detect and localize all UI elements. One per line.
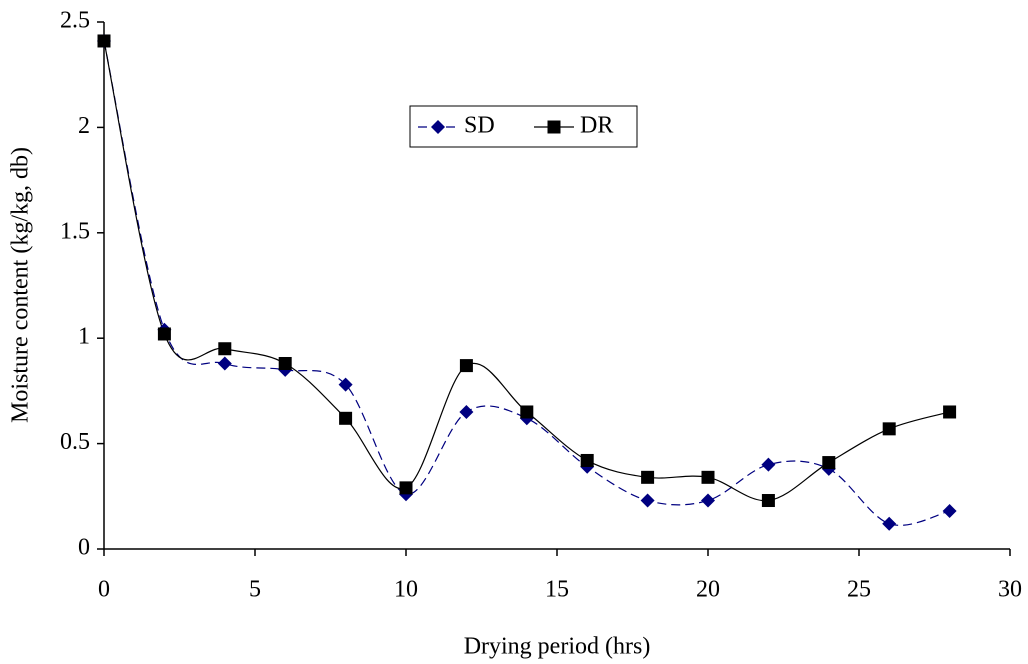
marker xyxy=(459,404,474,419)
y-tick-label: 2 xyxy=(78,113,90,139)
x-tick-label: 30 xyxy=(998,577,1022,603)
x-tick-label: 5 xyxy=(249,577,261,603)
marker xyxy=(399,481,413,495)
marker xyxy=(157,327,171,341)
marker xyxy=(701,493,715,508)
marker xyxy=(97,34,111,48)
y-tick-label: 1 xyxy=(78,324,90,350)
x-tick-label: 0 xyxy=(98,577,110,603)
series-line xyxy=(103,40,950,526)
marker xyxy=(520,405,534,419)
x-tick-label: 25 xyxy=(847,577,871,603)
marker xyxy=(882,422,896,436)
marker xyxy=(942,504,957,519)
marker xyxy=(822,456,836,470)
marker xyxy=(580,453,594,467)
marker xyxy=(761,494,775,508)
legend-marker xyxy=(431,120,445,134)
y-tick-label: 0.5 xyxy=(60,429,90,455)
y-tick-label: 2.5 xyxy=(60,8,90,34)
x-tick-label: 10 xyxy=(394,577,418,603)
x-tick-label: 15 xyxy=(545,577,569,603)
y-axis-label: Moisture content (kg/kg, db) xyxy=(8,147,34,423)
marker xyxy=(761,457,776,472)
marker xyxy=(943,405,957,419)
legend-label: SD xyxy=(464,113,495,139)
marker xyxy=(339,411,353,425)
y-tick-label: 1.5 xyxy=(60,218,90,244)
y-tick-label: 0 xyxy=(78,535,90,561)
legend-marker xyxy=(547,120,561,134)
marker xyxy=(278,356,292,370)
legend: SD DR xyxy=(409,105,638,148)
legend-label: DR xyxy=(580,113,613,139)
marker xyxy=(701,470,715,484)
marker xyxy=(882,516,897,531)
marker xyxy=(641,470,655,484)
marker xyxy=(459,359,473,373)
x-axis-label: Drying period (hrs) xyxy=(464,634,651,660)
marker xyxy=(338,377,353,392)
marker xyxy=(217,356,232,371)
marker xyxy=(640,493,655,508)
x-tick-label: 20 xyxy=(696,577,720,603)
marker xyxy=(218,342,232,356)
